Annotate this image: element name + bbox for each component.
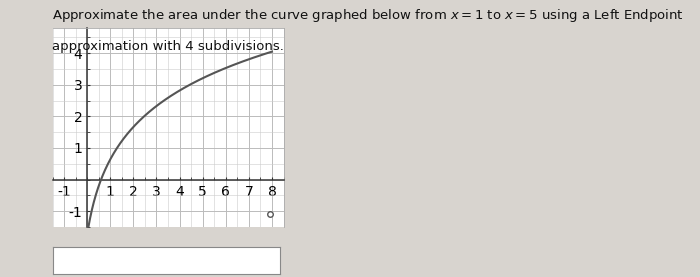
Text: approximation with 4 subdivisions.: approximation with 4 subdivisions. [52, 40, 284, 53]
Text: Approximate the area under the curve graphed below from $x = 1$ to $x = 5$ using: Approximate the area under the curve gra… [52, 7, 685, 24]
